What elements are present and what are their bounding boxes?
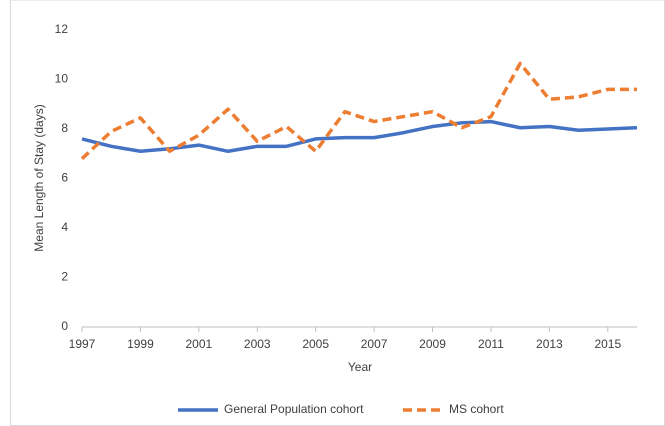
x-tick-label: 2015: [594, 337, 621, 351]
y-tick-label: 12: [55, 22, 69, 36]
y-tick-label: 6: [61, 171, 68, 185]
x-tick-label: 2005: [302, 337, 329, 351]
x-tick-label: 2013: [536, 337, 563, 351]
x-tick-label: 2003: [244, 337, 271, 351]
y-tick-label: 0: [61, 319, 68, 333]
x-axis-label: Year: [348, 360, 372, 374]
x-tick-label: 2007: [361, 337, 388, 351]
x-tick-label: 2009: [419, 337, 446, 351]
y-axis-label: Mean Length of Stay (days): [32, 104, 46, 251]
x-tick-label: 1997: [69, 337, 96, 351]
legend-label: MS cohort: [449, 402, 504, 416]
legend-label: General Population cohort: [224, 402, 364, 416]
chart-frame: [10, 0, 665, 426]
y-tick-label: 4: [61, 220, 68, 234]
x-tick-label: 2011: [478, 337, 504, 351]
series-line: [81, 119, 638, 154]
series-line: [80, 61, 637, 160]
x-tick-label: 1999: [127, 337, 154, 351]
y-tick-label: 8: [61, 121, 68, 135]
y-tick-label: 10: [55, 72, 69, 86]
y-tick-label: 2: [61, 270, 68, 284]
x-tick-label: 2001: [185, 337, 212, 351]
